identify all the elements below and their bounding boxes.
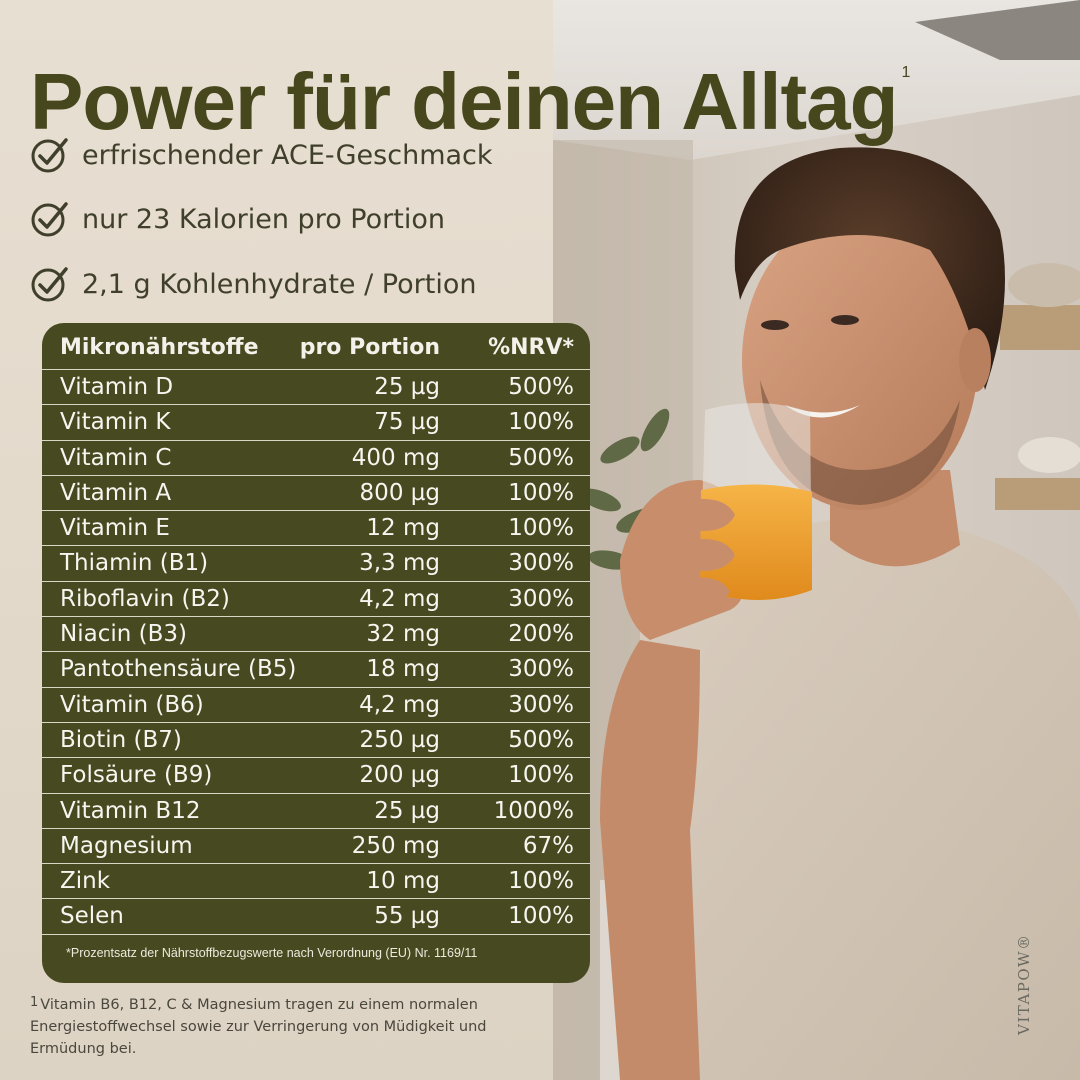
nrv-value: 300% — [508, 656, 574, 683]
headline-text: Power für deinen Alltag — [30, 57, 898, 146]
table-row: Magnesium 250 mg 67% — [42, 827, 590, 863]
headline-footnote-marker: 1 — [901, 64, 910, 81]
amount-value: 55 µg — [374, 903, 440, 930]
amount-value: 25 µg — [374, 374, 440, 400]
table-row: Pantothensäure (B5) 18 mg 300% — [42, 651, 590, 686]
amount-value: 75 µg — [374, 409, 440, 436]
amount-value: 18 mg — [366, 656, 440, 683]
nrv-value: 100% — [508, 479, 574, 506]
amount-value: 10 mg — [366, 868, 440, 895]
amount-value: 250 µg — [359, 726, 440, 753]
nutrient-name: Riboflavin (B2) — [60, 585, 230, 612]
nrv-value: 100% — [508, 515, 574, 542]
footnote-marker: 1 — [30, 995, 39, 1010]
nrv-value: 100% — [508, 903, 574, 930]
table-body: Vitamin D 25 µg 500% Vitamin K 75 µg 100% Vita… — [42, 369, 590, 935]
nrv-value: 500% — [508, 444, 574, 471]
table-footnote: *Prozentsatz der Nährstoffbezugswerte na… — [66, 946, 478, 960]
nutrient-name: Vitamin E — [60, 515, 170, 542]
nutrient-name: Vitamin K — [60, 409, 171, 436]
nrv-value: 1000% — [493, 797, 574, 824]
nrv-value: 500% — [508, 726, 574, 753]
footnote: 1 Vitamin B6, B12, C & Magnesium tragen z… — [30, 992, 540, 1060]
bullet-text: nur 23 Kalorien pro Portion — [82, 203, 445, 235]
table-row: Niacin (B3) 32 mg 200% — [42, 616, 590, 651]
table-row: Vitamin A 800 µg 100% — [42, 474, 590, 510]
nrv-value: 300% — [508, 550, 574, 577]
nrv-value: 500% — [508, 374, 574, 400]
amount-value: 800 µg — [359, 479, 440, 506]
nutrient-name: Pantothensäure (B5) — [60, 656, 297, 683]
nutrient-name: Niacin (B3) — [60, 621, 187, 648]
table-row: Vitamin E 12 mg 100% — [42, 510, 590, 545]
nutrient-name: Folsäure (B9) — [60, 762, 213, 789]
nutrient-name: Biotin (B7) — [60, 726, 182, 753]
table-row: Riboflavin (B2) 4,2 mg 300% — [42, 580, 590, 616]
check-circle-icon — [31, 267, 68, 302]
bullet-text: 2,1 g Kohlenhydrate / Portion — [82, 268, 477, 300]
nrv-value: 200% — [508, 621, 574, 648]
check-circle-icon — [31, 202, 68, 237]
amount-value: 250 mg — [351, 832, 440, 859]
table-row: Thiamin (B1) 3,3 mg 300% — [42, 545, 590, 580]
nutrient-name: Vitamin C — [60, 444, 172, 471]
amount-value: 12 mg — [366, 515, 440, 542]
column-header-amount: pro Portion — [299, 335, 440, 360]
amount-value: 32 mg — [366, 621, 440, 648]
nrv-value: 100% — [508, 762, 574, 789]
nutrient-table: Mikronährstoffe pro Portion %NRV* Vitami… — [42, 323, 590, 983]
table-row: Zink 10 mg 100% — [42, 863, 590, 898]
brand-logo: VITAPOW® — [1015, 933, 1033, 1035]
amount-value: 200 µg — [359, 762, 440, 789]
bullet-2: nur 23 Kalorien pro Portion — [30, 194, 445, 244]
nutrient-name: Magnesium — [60, 832, 193, 859]
nrv-value: 100% — [508, 409, 574, 436]
footnote-text: Vitamin B6, B12, C & Magnesium tragen zu… — [30, 997, 487, 1057]
nutrient-name: Thiamin (B1) — [60, 550, 209, 577]
amount-value: 3,3 mg — [359, 550, 440, 577]
nutrient-name: Vitamin B12 — [60, 797, 201, 824]
bullet-3: 2,1 g Kohlenhydrate / Portion — [30, 259, 476, 309]
table-row: Vitamin D 25 µg 500% — [42, 369, 590, 404]
amount-value: 4,2 mg — [359, 691, 440, 718]
nrv-value: 300% — [508, 585, 574, 612]
amount-value: 4,2 mg — [359, 585, 440, 612]
column-header-nrv: %NRV* — [488, 335, 574, 360]
nutrient-name: Vitamin D — [60, 374, 174, 400]
column-header-nutrient: Mikronährstoffe — [60, 335, 259, 360]
nrv-value: 300% — [508, 691, 574, 718]
table-row: Folsäure (B9) 200 µg 100% — [42, 757, 590, 792]
check-circle-icon — [31, 138, 68, 173]
nutrient-name: Vitamin A — [60, 479, 172, 506]
bullet-1: erfrischender ACE-Geschmack — [30, 130, 493, 180]
nrv-value: 100% — [508, 868, 574, 895]
table-row: Vitamin K 75 µg 100% — [42, 404, 590, 439]
headline: Power für deinen Alltag 1 — [30, 18, 1070, 157]
table-row: Selen 55 µg 100% — [42, 898, 590, 935]
table-header-row: Mikronährstoffe pro Portion %NRV* — [42, 335, 590, 367]
table-row: Vitamin C 400 mg 500% — [42, 439, 590, 475]
amount-value: 25 µg — [374, 797, 440, 824]
table-row: Vitamin (B6) 4,2 mg 300% — [42, 686, 590, 722]
nutrient-name: Selen — [60, 903, 124, 930]
table-row: Biotin (B7) 250 µg 500% — [42, 721, 590, 757]
nutrient-name: Vitamin (B6) — [60, 691, 204, 718]
nrv-value: 67% — [522, 832, 574, 859]
amount-value: 400 mg — [351, 444, 440, 471]
nutrient-name: Zink — [60, 868, 111, 895]
table-row: Vitamin B12 25 µg 1000% — [42, 792, 590, 828]
bullet-text: erfrischender ACE-Geschmack — [82, 139, 493, 171]
